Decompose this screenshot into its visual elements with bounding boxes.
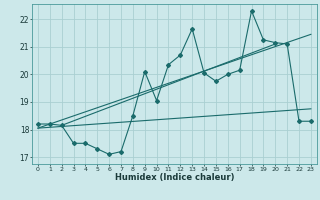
X-axis label: Humidex (Indice chaleur): Humidex (Indice chaleur) (115, 173, 234, 182)
